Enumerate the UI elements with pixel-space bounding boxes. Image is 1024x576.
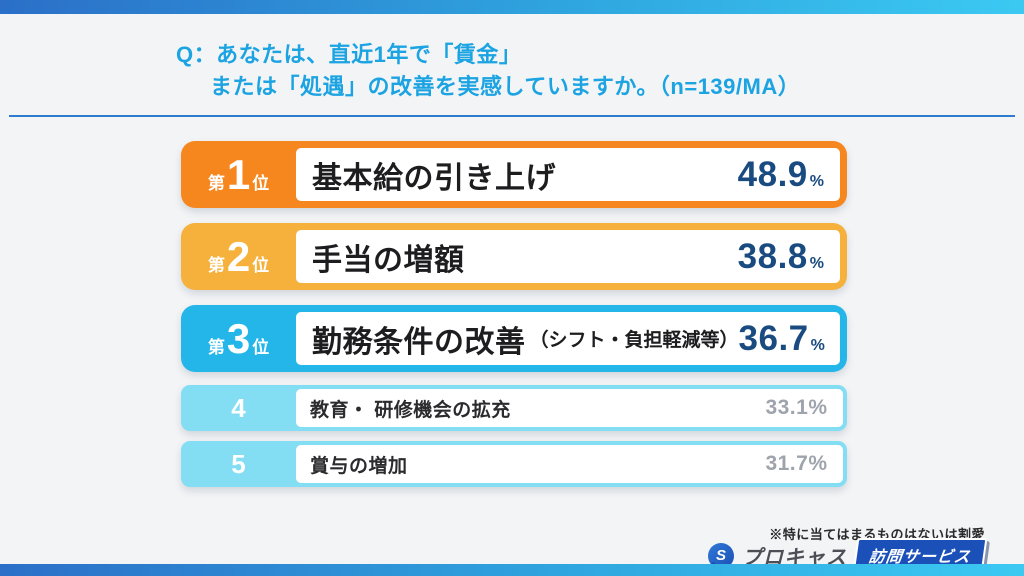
- percentage: 38.8 %: [738, 237, 824, 277]
- procas-logo-text: プロキャス: [741, 547, 847, 569]
- percentage-unit: %: [808, 396, 827, 419]
- ranking-row-5: 5 賞与の増加 31.7 %: [181, 441, 847, 487]
- percentage-unit: %: [809, 172, 824, 190]
- rank-suffix: 位: [252, 337, 270, 357]
- percentage: 31.7 %: [765, 452, 827, 476]
- ranking-row-1: 第 1 位 基本給の引き上げ 48.9 %: [181, 141, 847, 208]
- rank-number: 2: [226, 232, 251, 280]
- answer-label: 勤務条件の改善: [312, 325, 526, 359]
- rank-prefix: 第: [207, 337, 225, 357]
- answer-label: 基本給の引き上げ: [312, 161, 556, 195]
- rank-number: 5: [231, 448, 246, 479]
- answer-label: 賞与の増加: [310, 455, 408, 477]
- rank-suffix: 位: [252, 255, 270, 275]
- rank-badge-2: 第 2 位: [181, 232, 296, 280]
- percentage-unit: %: [808, 452, 827, 475]
- rank-badge-3: 第 3 位: [181, 314, 296, 362]
- rank-number: 3: [226, 314, 251, 362]
- rank-prefix: 第: [207, 173, 225, 193]
- percentage-value: 48.9: [737, 154, 808, 194]
- answer-label: 教育・ 研修機会の拡充: [310, 399, 511, 421]
- percentage-unit: %: [810, 336, 825, 354]
- survey-question-line1: Q：あなたは、直近1年で「賃金」: [176, 42, 522, 67]
- ranking-panel-2: 手当の増額 38.8 %: [296, 230, 840, 283]
- ranking-panel-3: 勤務条件の改善 （シフト・負担軽減等） 36.7 %: [296, 312, 840, 365]
- percentage-unit: %: [809, 254, 824, 272]
- rank-number: 1: [226, 150, 251, 198]
- percentage-value: 38.8: [737, 236, 808, 276]
- ranking-panel-1: 基本給の引き上げ 48.9 %: [296, 148, 840, 201]
- percentage: 36.7 %: [739, 319, 825, 359]
- rank-number: 4: [231, 392, 246, 423]
- survey-question-line2: または「処遇」の改善を実感していますか。（n=139/MA）: [210, 74, 801, 99]
- answer-label: 手当の増額: [312, 243, 465, 277]
- rank-suffix: 位: [252, 173, 270, 193]
- percentage-value: 36.7: [738, 318, 809, 358]
- percentage-value: 33.1: [765, 396, 809, 419]
- ranking-row-3: 第 3 位 勤務条件の改善 （シフト・負担軽減等） 36.7 %: [181, 305, 847, 372]
- rank-badge-1: 第 1 位: [181, 150, 296, 198]
- ranking-row-4: 4 教育・ 研修機会の拡充 33.1 %: [181, 385, 847, 431]
- ranking-panel-5: 賞与の増加 31.7 %: [296, 445, 843, 483]
- rank-prefix: 第: [207, 255, 225, 275]
- header-divider: [9, 115, 1015, 117]
- percentage: 33.1 %: [765, 396, 827, 420]
- ranking-panel-4: 教育・ 研修機会の拡充 33.1 %: [296, 389, 843, 427]
- bottom-gradient-bar: [0, 564, 1024, 576]
- rank-badge-4: 4: [181, 385, 296, 431]
- percentage-value: 31.7: [765, 452, 809, 475]
- survey-question: Q：あなたは、直近1年で「賃金」 または「処遇」の改善を実感していますか。（n=…: [176, 39, 800, 103]
- percentage: 48.9 %: [738, 155, 824, 195]
- ranking-row-2: 第 2 位 手当の増額 38.8 %: [181, 223, 847, 290]
- answer-label-note: （シフト・負担軽減等）: [529, 330, 739, 351]
- top-gradient-bar: [0, 0, 1024, 14]
- rank-badge-5: 5: [181, 441, 296, 487]
